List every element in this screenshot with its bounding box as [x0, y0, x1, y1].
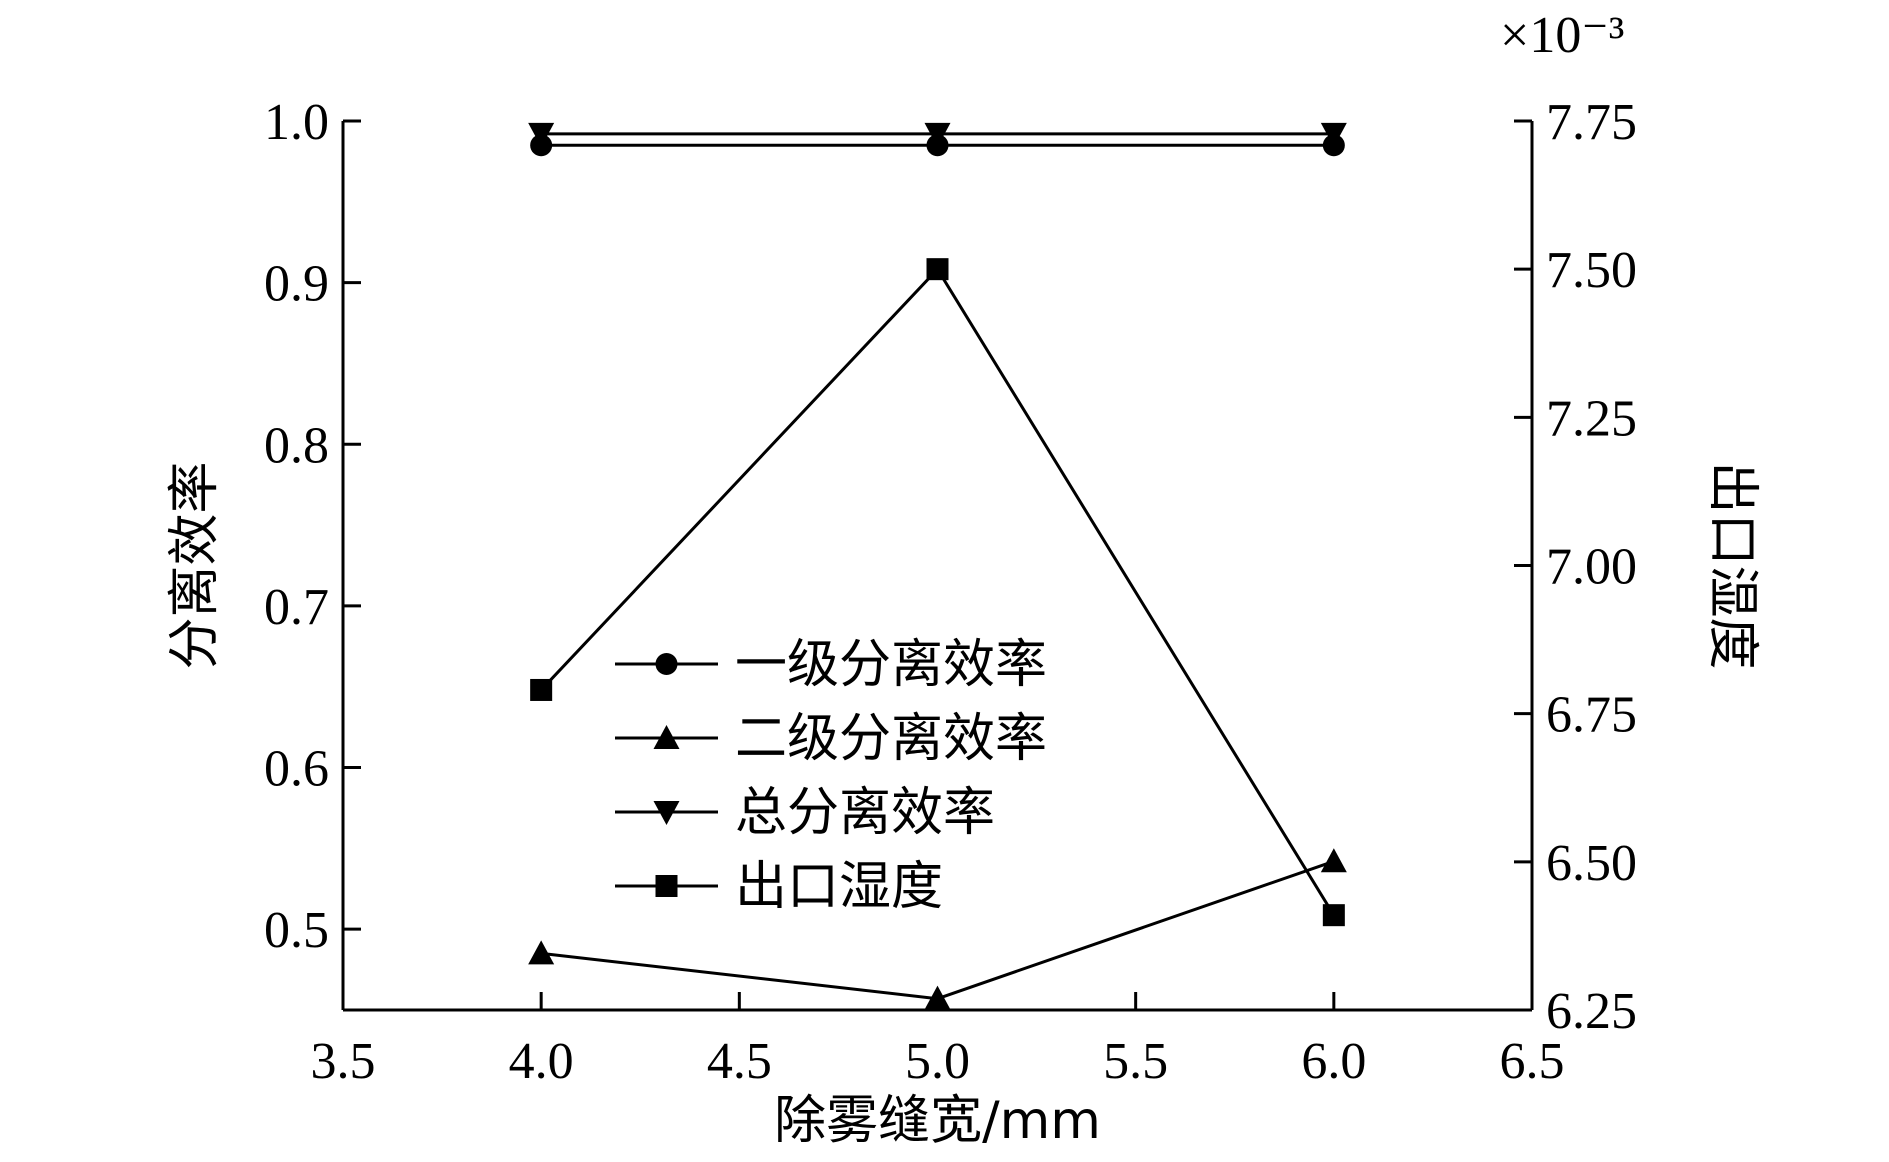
ticks: 3.5 4.0 4.5 5.0 5.5 6.0 6.5 0.5 0.6 0.7 0.8 0.9 1.0 6… — [264, 94, 1637, 1090]
legend-marker — [653, 801, 680, 825]
data-point — [528, 940, 555, 965]
legend-marker — [653, 725, 680, 749]
data-point — [1320, 122, 1347, 147]
y2-tick-label: 6.25 — [1546, 983, 1637, 1040]
x-axis-title: 除雾缝宽/mm — [774, 1091, 1101, 1151]
data-point — [1322, 904, 1345, 927]
series-3 — [530, 258, 1345, 927]
legend-label: 出口湿度 — [735, 857, 943, 917]
y2-tick-label: 7.75 — [1546, 94, 1637, 151]
x-tick-label: 6.0 — [1301, 1033, 1366, 1090]
y2-axis-title: 出口湿度 — [1702, 461, 1762, 669]
y2-tick-label: 7.50 — [1546, 242, 1637, 299]
legend-item: 总分离效率 — [615, 783, 995, 843]
y2-tick-label: 6.75 — [1546, 687, 1637, 744]
x-tick-label: 3.5 — [311, 1033, 376, 1090]
legend-item: 出口湿度 — [615, 857, 943, 917]
series-1 — [528, 848, 1347, 1010]
legend-marker — [655, 653, 678, 675]
y-tick-label: 0.7 — [264, 579, 329, 636]
legend-label: 二级分离效率 — [735, 709, 1047, 769]
legend-label: 一级分离效率 — [735, 635, 1047, 695]
x-tick-label: 4.5 — [707, 1033, 772, 1090]
data-point — [924, 122, 951, 147]
data-point — [528, 122, 555, 147]
y-tick-label: 0.8 — [264, 417, 329, 474]
x-tick-label: 5.0 — [905, 1033, 970, 1090]
y2-tick-label: 7.00 — [1546, 539, 1637, 596]
x-tick-label: 4.0 — [509, 1033, 574, 1090]
y-axis-title: 分离效率 — [165, 461, 225, 669]
legend-item: 一级分离效率 — [615, 635, 1047, 695]
y2-tick-label: 6.50 — [1546, 835, 1637, 892]
x-tick-label: 5.5 — [1103, 1033, 1168, 1090]
series — [528, 122, 1347, 1010]
data-point — [530, 678, 553, 701]
y-tick-label: 0.6 — [264, 741, 329, 798]
y-tick-label: 1.0 — [264, 94, 329, 151]
data-point — [926, 258, 949, 281]
x-tick-label: 6.5 — [1500, 1033, 1565, 1090]
legend-item: 二级分离效率 — [615, 709, 1047, 769]
y2-axis-multiplier: ×10⁻³ — [1500, 7, 1624, 64]
y2-tick-label: 7.25 — [1546, 390, 1637, 447]
legend-label: 总分离效率 — [735, 783, 995, 843]
y-tick-label: 0.5 — [264, 902, 329, 959]
data-point — [1320, 848, 1347, 873]
data-point — [924, 985, 951, 1010]
y-tick-label: 0.9 — [264, 256, 329, 313]
series-2 — [528, 122, 1347, 147]
legend-marker — [655, 875, 678, 897]
